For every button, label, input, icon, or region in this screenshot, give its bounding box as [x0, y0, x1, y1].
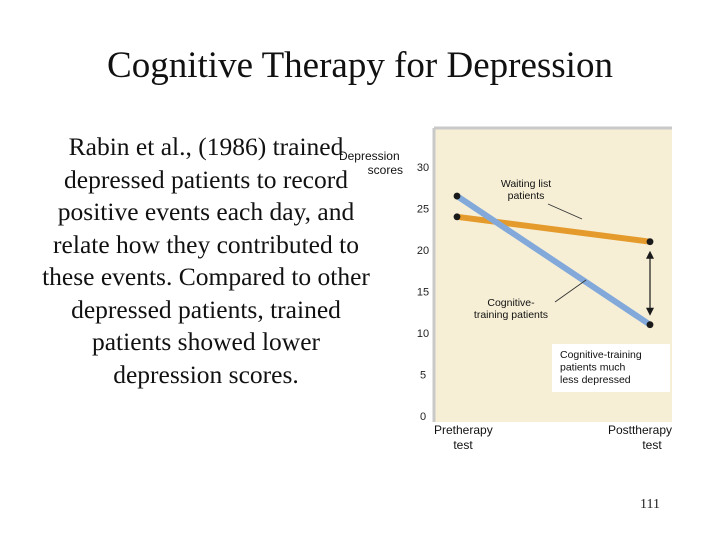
difference-arrow-head-top: [646, 250, 654, 259]
series-layer: [453, 192, 654, 329]
series-label-leader-cognitive-training-patients: [554, 279, 587, 303]
series-label-waiting-list-patients: Waiting list patients: [501, 178, 551, 202]
y-axis-label-line-1: Depression: [339, 149, 400, 163]
data-point-waiting-list-patients-pretherapy-test: [453, 213, 461, 221]
series-line-cognitive-training-patients: [455, 193, 652, 328]
series-label-layer: Waiting list patients Cognitive-training p…: [474, 178, 587, 321]
x-tick-label: Posttherapy test: [608, 423, 672, 452]
difference-arrow: [646, 250, 654, 316]
y-tick-label: 20: [417, 245, 429, 257]
x-tick-labels: Pretherapy test Posttherapy test: [434, 423, 672, 452]
y-tick-label: 15: [417, 287, 429, 299]
y-tick-label: 30: [417, 162, 429, 174]
y-tick-label: 10: [417, 328, 429, 340]
series-label-cognitive-training-patients: Cognitive-training patients: [474, 297, 548, 321]
data-point-waiting-list-patients-posttherapy-test: [646, 238, 654, 246]
y-tick-labels: 0 5 10 15 20 25 30: [417, 162, 429, 423]
data-point-cognitive-training-patients-pretherapy-test: [453, 192, 461, 200]
annotation-box: Cognitive-training patients much less depr…: [552, 344, 670, 392]
x-tick-label: Pretherapy test: [434, 423, 493, 452]
y-axis-label-line-2: scores: [368, 163, 403, 177]
data-point-cognitive-training-patients-posttherapy-test: [646, 321, 654, 329]
slide-number: 111: [640, 497, 660, 512]
annotation-text: Cognitive-training patients much less depr…: [560, 349, 642, 386]
series-label-leader-waiting-list-patients: [547, 203, 583, 220]
y-axis-label: Depression scores: [339, 149, 403, 177]
body-text: Rabin et al., (1986) trained depressed p…: [42, 132, 370, 389]
y-tick-label: 5: [420, 370, 426, 382]
chart-svg: Depression scores 0 5 10 15 20 25 30 Pretherap…: [339, 126, 672, 452]
y-tick-label: 25: [417, 204, 429, 216]
depression-chart: Depression scores 0 5 10 15 20 25 30 Pretherap…: [330, 120, 680, 460]
difference-arrow-head-bottom: [646, 307, 654, 316]
y-tick-label: 0: [420, 411, 426, 423]
slide-title: Cognitive Therapy for Depression: [107, 45, 613, 86]
annotation-background: [552, 344, 670, 392]
